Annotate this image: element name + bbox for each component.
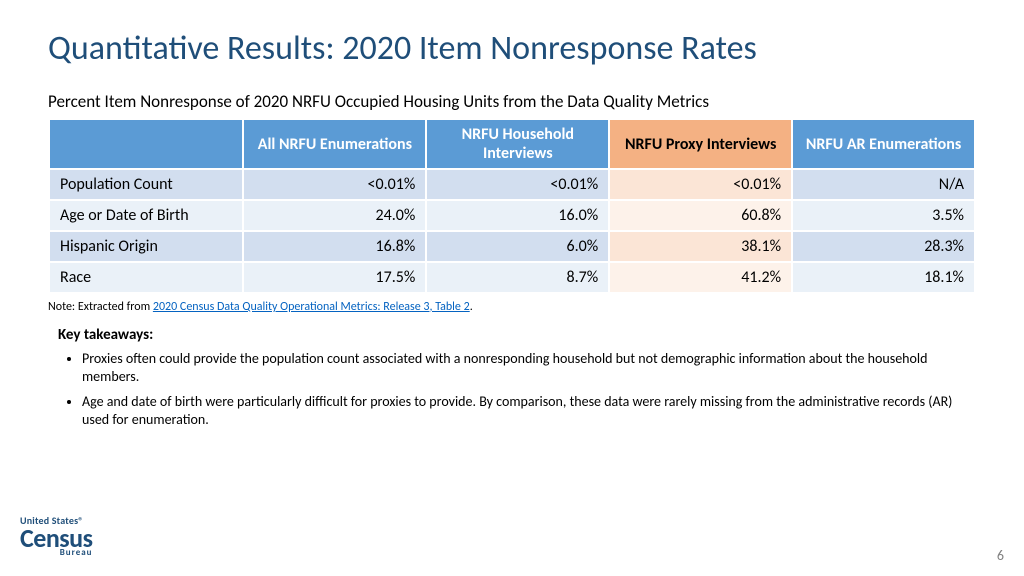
row-label: Hispanic Origin bbox=[49, 231, 243, 262]
column-header: NRFU Proxy Interviews bbox=[609, 119, 792, 169]
table-row: Hispanic Origin16.8%6.0%38.1%28.3% bbox=[49, 231, 975, 262]
table-header-row: All NRFU EnumerationsNRFU Household Inte… bbox=[49, 119, 975, 169]
table-cell: 41.2% bbox=[609, 262, 792, 293]
note-suffix: . bbox=[470, 300, 473, 314]
row-label: Race bbox=[49, 262, 243, 293]
row-label: Population Count bbox=[49, 169, 243, 200]
takeaways-heading: Key takeaways: bbox=[58, 326, 976, 344]
table-cell: 60.8% bbox=[609, 200, 792, 231]
table-row: Race17.5%8.7%41.2%18.1% bbox=[49, 262, 975, 293]
table-cell: 24.0% bbox=[243, 200, 426, 231]
table-cell: 16.8% bbox=[243, 231, 426, 262]
source-note: Note: Extracted from 2020 Census Data Qu… bbox=[48, 300, 976, 314]
table-cell: <0.01% bbox=[243, 169, 426, 200]
slide: Quantitative Results: 2020 Item Nonrespo… bbox=[0, 0, 1024, 576]
takeaway-item: Proxies often could provide the populati… bbox=[82, 350, 976, 385]
table-cell: 18.1% bbox=[792, 262, 975, 293]
takeaway-item: Age and date of birth were particularly … bbox=[82, 393, 976, 428]
table-cell: 3.5% bbox=[792, 200, 975, 231]
column-header: All NRFU Enumerations bbox=[243, 119, 426, 169]
column-header: NRFU Household Interviews bbox=[426, 119, 609, 169]
page-number: 6 bbox=[997, 547, 1004, 564]
slide-title: Quantitative Results: 2020 Item Nonrespo… bbox=[48, 28, 976, 69]
table-subtitle: Percent Item Nonresponse of 2020 NRFU Oc… bbox=[48, 91, 976, 112]
table-row: Population Count<0.01%<0.01%<0.01%N/A bbox=[49, 169, 975, 200]
source-link[interactable]: 2020 Census Data Quality Operational Met… bbox=[153, 300, 470, 314]
table-cell: <0.01% bbox=[426, 169, 609, 200]
table-corner-cell bbox=[49, 119, 243, 169]
logo-line2: Census bbox=[20, 527, 93, 549]
census-logo: United States® Census Bureau bbox=[20, 514, 93, 558]
nonresponse-table: All NRFU EnumerationsNRFU Household Inte… bbox=[48, 118, 976, 294]
table-cell: 38.1% bbox=[609, 231, 792, 262]
table-body: Population Count<0.01%<0.01%<0.01%N/AAge… bbox=[49, 169, 975, 293]
table-cell: N/A bbox=[792, 169, 975, 200]
column-header: NRFU AR Enumerations bbox=[792, 119, 975, 169]
table-cell: 17.5% bbox=[243, 262, 426, 293]
table-cell: <0.01% bbox=[609, 169, 792, 200]
table-cell: 16.0% bbox=[426, 200, 609, 231]
takeaways-list: Proxies often could provide the populati… bbox=[82, 350, 976, 428]
table-row: Age or Date of Birth24.0%16.0%60.8%3.5% bbox=[49, 200, 975, 231]
note-prefix: Note: Extracted from bbox=[48, 300, 153, 314]
row-label: Age or Date of Birth bbox=[49, 200, 243, 231]
table-cell: 8.7% bbox=[426, 262, 609, 293]
table-cell: 28.3% bbox=[792, 231, 975, 262]
table-cell: 6.0% bbox=[426, 231, 609, 262]
